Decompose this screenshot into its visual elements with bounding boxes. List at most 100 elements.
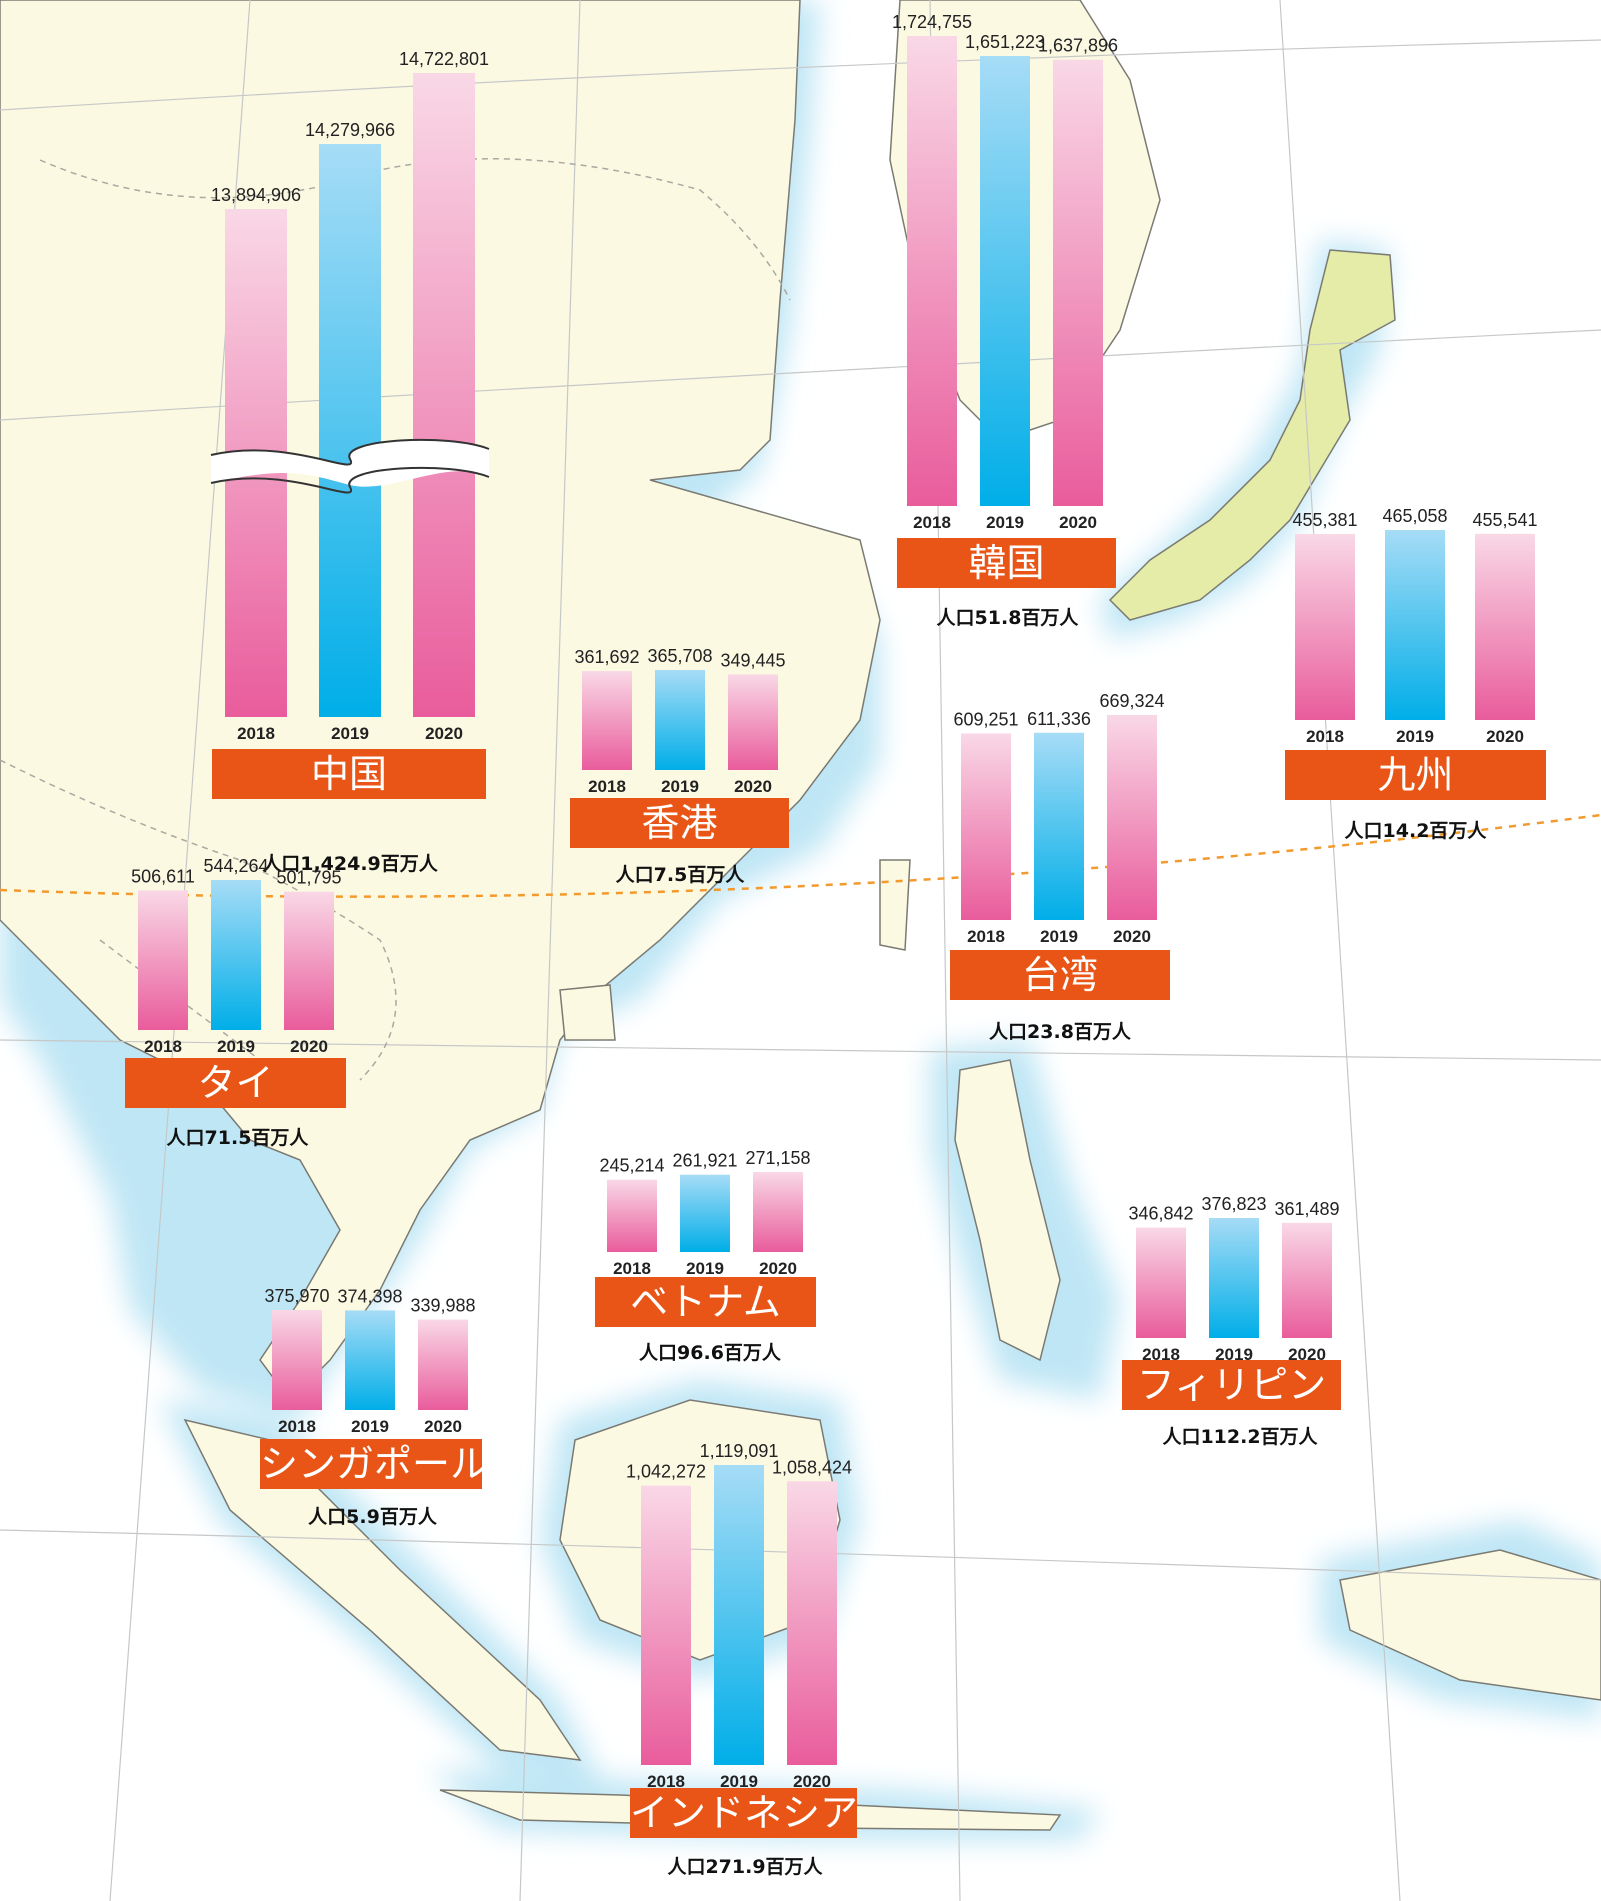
year-label: 2019 [217,1037,255,1056]
year-label: 2018 [1306,727,1344,746]
value-label: 14,722,801 [399,49,489,69]
bar-2019 [1209,1218,1259,1338]
population-text: 人口7.5百万人 [615,864,745,886]
bar-2019 [655,670,705,770]
year-label: 2018 [613,1259,651,1278]
year-label: 2020 [734,777,772,796]
year-label: 2019 [986,513,1024,532]
population-text: 人口112.2百万人 [1162,1426,1318,1448]
bar-2019 [345,1310,395,1410]
bars-indonesia: 1,042,272 2018 1,119,091 2019 1,058,424 2020 [626,1441,852,1791]
value-label: 339,988 [410,1296,475,1316]
bars-hongkong: 361,692 2018 365,708 2019 349,445 2020 [574,646,785,796]
year-label: 2019 [351,1417,389,1436]
bar-2019 [714,1465,764,1765]
country-label: 香港 [570,798,789,848]
population-text: 人口271.9百万人 [667,1856,823,1878]
year-label: 2020 [1059,513,1097,532]
country-label: シンガポール [260,1439,488,1489]
year-label: 2020 [1288,1345,1326,1364]
year-label: 2018 [237,724,275,743]
country-label: インドネシア [630,1788,858,1838]
value-label: 1,651,223 [965,32,1045,52]
bar-2020 [1053,59,1103,507]
axis-break-band [211,439,489,487]
value-label: 501,795 [276,868,341,888]
bar-2020 [1475,533,1535,720]
bar-2018 [272,1310,322,1410]
panel-singapore: 375,970 2018 374,398 2019 339,988 2020 シンガポール… [250,1280,505,1528]
value-label: 1,042,272 [626,1462,706,1482]
year-label: 2020 [290,1037,328,1056]
year-label: 2020 [424,1417,462,1436]
value-label: 1,119,091 [700,1441,779,1461]
bar-2018 [607,1179,657,1252]
year-label: 2019 [1040,927,1078,946]
year-label: 2018 [278,1417,316,1436]
bar-2019 [319,144,381,717]
value-label: 1,724,755 [892,12,972,32]
value-label: 455,381 [1292,510,1357,530]
year-label: 2019 [1215,1345,1253,1364]
bars-thailand: 506,611 2018 544,264 2019 501,795 2020 [131,856,341,1056]
value-label: 271,158 [745,1148,810,1168]
bars-china: 13,894,906 2018 14,279,966 2019 14,722,801 20… [210,49,490,743]
population-text: 人口51.8百万人 [936,607,1079,629]
value-label: 611,336 [1027,709,1091,729]
bars-singapore: 375,970 2018 374,398 2019 339,988 2020 [264,1286,475,1436]
axis-break-line [210,438,490,466]
bar-2020 [284,891,334,1030]
year-label: 2019 [661,777,699,796]
value-label: 365,708 [647,646,712,666]
japan-land [1108,249,1396,621]
panel-indonesia: 1,042,272 2018 1,119,091 2019 1,058,424 2020 … [615,1425,895,1878]
bar-2018 [1136,1227,1186,1338]
bar-2020 [1107,715,1157,920]
bar-2018 [1295,533,1355,720]
country-label: 中国 [212,749,486,799]
bars-taiwan: 609,251 2018 611,336 2019 669,324 2020 [953,691,1164,946]
panel-korea: 1,724,755 2018 1,651,223 2019 1,637,896 2020 … [892,0,1120,629]
country-label: 韓国 [897,538,1116,588]
value-label: 544,264 [203,856,268,876]
year-label: 2018 [967,927,1005,946]
year-label: 2019 [331,724,369,743]
year-label: 2019 [720,1772,758,1791]
year-label: 2019 [686,1259,724,1278]
bar-2020 [418,1319,468,1410]
bar-2019 [211,880,261,1030]
bars-korea: 1,724,755 2018 1,651,223 2019 1,637,896 2020 [892,12,1118,532]
population-text: 人口71.5百万人 [166,1127,309,1149]
country-label: 九州 [1285,750,1546,800]
bars-vietnam: 245,214 2018 261,921 2019 271,158 2020 [599,1148,810,1278]
bar-2020 [728,674,778,770]
value-label: 361,489 [1274,1199,1339,1219]
bar-2019 [680,1174,730,1252]
bar-2020 [413,73,475,717]
bar-2019 [1385,530,1445,720]
value-label: 506,611 [131,866,195,886]
year-label: 2018 [913,513,951,532]
bars-philippines: 346,842 2018 376,823 2019 361,489 2020 [1128,1194,1339,1364]
country-label: ベトナム [595,1277,816,1327]
year-label: 2020 [1113,927,1151,946]
bar-2019 [1034,732,1084,920]
value-label: 669,324 [1099,691,1164,711]
value-label: 375,970 [264,1286,329,1306]
population-text: 人口1,424.9百万人 [262,853,438,875]
bar-2020 [753,1172,803,1252]
value-label: 455,541 [1472,510,1537,530]
year-label: 2018 [144,1037,182,1056]
bar-2020 [787,1481,837,1765]
panel-thailand: 506,611 2018 544,264 2019 501,795 2020 タイ 人口7… [120,856,355,1149]
value-label: 346,842 [1128,1204,1193,1224]
year-label: 2020 [425,724,463,743]
year-label: 2018 [647,1772,685,1791]
country-label: フィリピン [1122,1360,1341,1410]
panel-kyushu: 455,381 2018 465,058 2019 455,541 2020 九州 人口1… [1285,490,1570,842]
bar-2019 [980,56,1030,506]
value-label: 374,398 [337,1286,402,1306]
value-label: 245,214 [599,1156,664,1176]
population-text: 人口23.8百万人 [989,1021,1131,1043]
year-label: 2018 [588,777,626,796]
